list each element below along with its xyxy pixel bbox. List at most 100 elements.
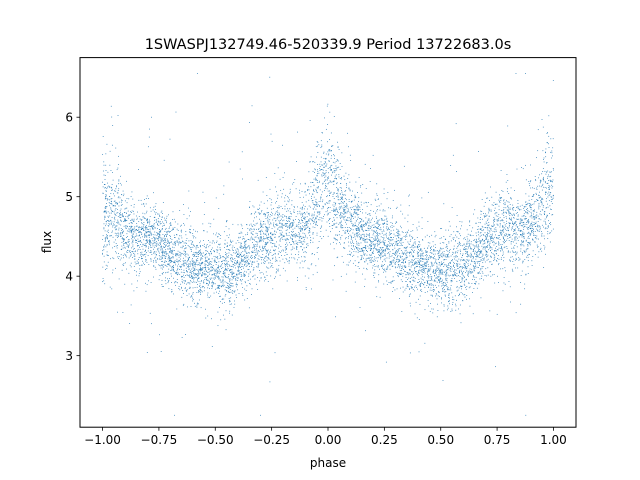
data-point (457, 250, 459, 252)
data-point (520, 230, 521, 232)
data-point (164, 261, 166, 263)
data-point (462, 253, 464, 255)
data-point (359, 218, 361, 219)
data-point (172, 229, 173, 231)
data-point (329, 206, 331, 208)
data-point (416, 229, 418, 231)
data-point (238, 293, 240, 294)
data-point (315, 265, 317, 267)
data-point (145, 260, 146, 262)
data-point (108, 244, 110, 246)
data-point (268, 262, 270, 264)
data-point (491, 235, 493, 237)
data-point (439, 247, 441, 249)
data-point (353, 246, 354, 248)
data-point (417, 246, 419, 248)
data-point (121, 199, 122, 201)
data-point (254, 274, 256, 276)
data-point (195, 246, 197, 248)
data-point (476, 255, 478, 257)
data-point (297, 259, 298, 261)
data-point (300, 230, 302, 232)
data-point (268, 237, 269, 238)
data-point (448, 300, 450, 302)
data-point (225, 254, 227, 256)
data-point (348, 261, 350, 263)
data-point (177, 261, 179, 263)
data-point (355, 181, 357, 183)
data-point (259, 270, 260, 271)
data-point (243, 254, 245, 256)
data-point (522, 231, 524, 233)
data-point (435, 293, 437, 294)
data-point (481, 278, 482, 279)
data-point (158, 221, 160, 223)
data-point (487, 239, 489, 241)
data-point (455, 123, 457, 125)
data-point (143, 217, 145, 219)
data-point (242, 250, 244, 252)
data-point (218, 278, 220, 279)
data-point (446, 244, 448, 245)
data-point (393, 225, 395, 227)
data-point (395, 271, 397, 273)
data-point (250, 228, 252, 229)
data-point (474, 253, 476, 255)
data-point (384, 264, 385, 265)
data-point (457, 256, 458, 258)
data-point (200, 246, 201, 248)
data-point (161, 251, 163, 253)
data-point (376, 249, 378, 251)
data-point (427, 291, 429, 293)
data-point (340, 199, 342, 201)
data-point (116, 237, 118, 238)
data-point (479, 273, 481, 274)
data-point (224, 247, 225, 248)
data-point (458, 280, 460, 282)
data-point (139, 241, 141, 243)
data-point (515, 312, 517, 314)
data-point (544, 170, 546, 172)
data-point (329, 223, 330, 224)
data-point (425, 263, 427, 265)
data-point (400, 256, 402, 258)
data-point (168, 263, 170, 265)
data-point (332, 171, 334, 173)
data-point (397, 275, 399, 276)
data-point (293, 221, 295, 223)
data-point (551, 196, 553, 198)
data-point (190, 251, 192, 252)
data-point (337, 189, 339, 191)
data-point (548, 143, 549, 145)
data-point (470, 243, 472, 245)
data-point (109, 203, 111, 205)
data-point (298, 228, 300, 230)
data-point (493, 240, 495, 242)
data-point (410, 286, 412, 287)
data-point (503, 237, 504, 239)
data-point (141, 257, 143, 259)
data-point (474, 239, 475, 241)
data-point (280, 227, 282, 229)
data-point (137, 248, 139, 250)
data-point (217, 267, 219, 269)
data-point (166, 231, 168, 233)
data-point (170, 270, 172, 271)
data-point (191, 242, 193, 243)
data-point (477, 256, 479, 258)
data-point (159, 233, 160, 235)
data-point (345, 232, 347, 234)
data-point (401, 244, 403, 246)
data-point (148, 234, 150, 236)
data-point (121, 238, 123, 239)
data-point (349, 253, 351, 255)
data-point (262, 245, 264, 247)
data-point (368, 229, 370, 231)
data-point (225, 258, 226, 260)
data-point (480, 252, 481, 254)
data-point (515, 233, 517, 235)
data-point (520, 218, 522, 220)
data-point (290, 244, 292, 246)
data-point (227, 264, 229, 265)
data-point (256, 253, 258, 255)
